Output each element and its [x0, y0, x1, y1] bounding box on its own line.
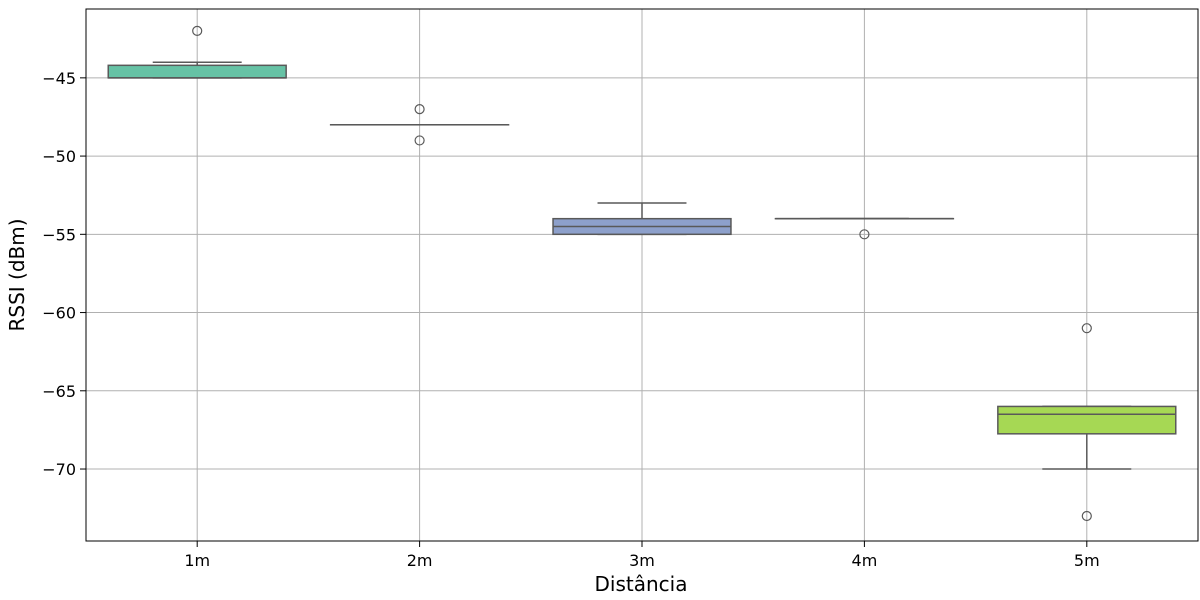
box-4m	[774, 217, 955, 240]
x-tick-label: 1m	[184, 551, 210, 570]
y-axis-label: RSSI (dBm)	[5, 218, 29, 331]
box-1m	[107, 25, 287, 79]
y-tick-label: −45	[42, 69, 76, 88]
x-tick-label: 3m	[629, 551, 655, 570]
y-tick-label: −55	[42, 225, 76, 244]
outlier-point	[1081, 510, 1092, 522]
box-5m	[997, 323, 1177, 522]
x-tick-label: 5m	[1074, 551, 1100, 570]
x-axis-label: Distância	[595, 572, 688, 596]
outlier-point	[414, 104, 425, 115]
y-tick-label: −65	[42, 382, 76, 401]
y-tick-label: −60	[42, 304, 76, 323]
outlier-point	[859, 229, 870, 240]
box-3m	[552, 202, 732, 236]
box-body	[107, 64, 287, 79]
y-tick-label: −50	[42, 147, 76, 166]
outlier-point	[1081, 323, 1092, 334]
x-axis-ticks: 1m 2m 3m 4m 5m	[184, 541, 1100, 570]
box-2m	[329, 104, 510, 146]
outlier-point	[414, 135, 425, 146]
y-tick-label: −70	[42, 460, 76, 479]
y-axis-ticks: −45 −50 −55 −60 −65 −70	[42, 69, 86, 479]
box-body	[997, 405, 1177, 435]
x-tick-label: 4m	[852, 551, 878, 570]
box-series	[107, 25, 1177, 522]
x-tick-label: 2m	[407, 551, 433, 570]
outlier-point	[192, 25, 203, 37]
